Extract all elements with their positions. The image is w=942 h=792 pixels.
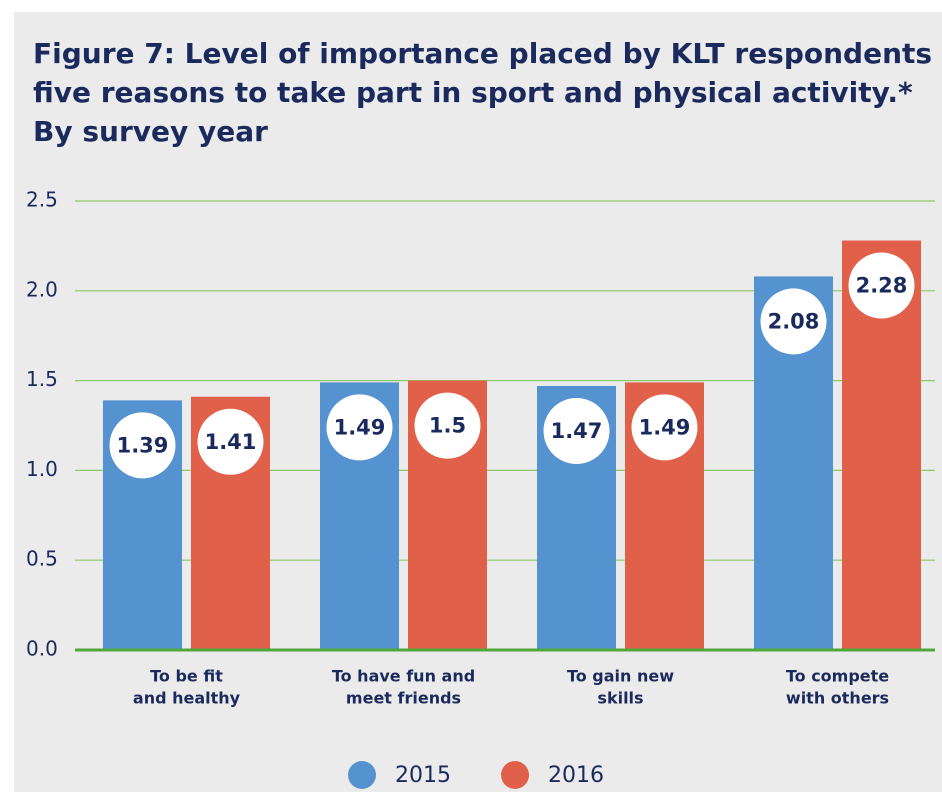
x-tick-label: To have fun and [332, 667, 475, 686]
x-tick-label: with others [786, 689, 889, 708]
x-tick-label: meet friends [346, 689, 461, 708]
value-label-bubble [760, 288, 827, 355]
x-tick-label: To be fit [150, 667, 223, 686]
value-label: 1.49 [639, 415, 691, 439]
value-label: 1.41 [205, 430, 257, 454]
chart-subtitle: By survey year [33, 115, 268, 148]
y-tick-label: 1.0 [26, 457, 58, 481]
x-tick-label: skills [597, 689, 643, 708]
value-label-bubble [326, 394, 393, 461]
y-tick-label: 1.5 [26, 367, 58, 391]
value-label: 2.08 [768, 309, 820, 333]
y-tick-label: 0.0 [26, 637, 58, 661]
value-label-bubble [631, 394, 698, 461]
value-label-bubble [197, 408, 264, 475]
legend-label: 2015 [395, 763, 451, 788]
value-label: 1.49 [334, 415, 386, 439]
value-label: 1.39 [117, 433, 169, 457]
legend-swatch [501, 761, 529, 789]
value-label-bubble [543, 397, 610, 464]
x-tick-label: To compete [786, 667, 889, 686]
y-tick-label: 2.0 [26, 277, 58, 301]
x-tick-label: To gain new [567, 667, 674, 686]
x-tick-label: and healthy [133, 689, 241, 708]
y-tick-label: 0.5 [26, 547, 58, 571]
value-label: 2.28 [856, 274, 908, 298]
legend-swatch [348, 761, 376, 789]
value-label-bubble [414, 392, 481, 459]
value-label: 1.47 [551, 419, 603, 443]
legend-label: 2016 [548, 763, 604, 788]
value-label-bubble [848, 252, 915, 319]
chart-title: five reasons to take part in sport and p… [33, 76, 913, 109]
value-label-bubble [109, 412, 176, 479]
value-label: 1.5 [429, 414, 466, 438]
y-tick-label: 2.5 [26, 188, 58, 212]
chart-title: Figure 7: Level of importance placed by … [33, 37, 942, 70]
